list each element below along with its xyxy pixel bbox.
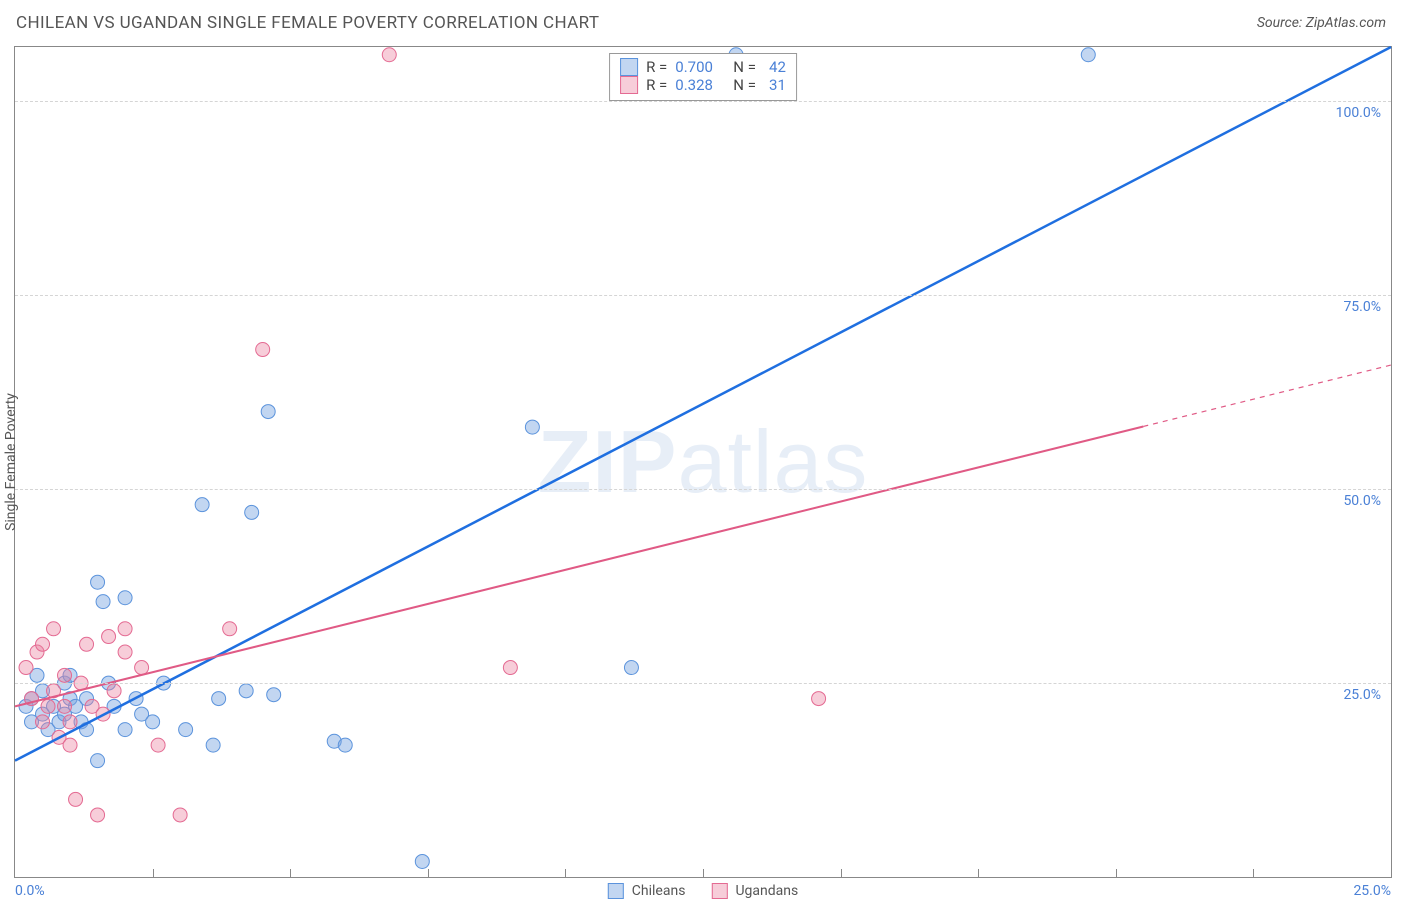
swatch-chileans-icon: [620, 58, 638, 76]
x-tick: [1253, 869, 1254, 877]
data-point-chileans: [415, 854, 429, 868]
y-tick-label: 100.0%: [1336, 105, 1381, 121]
data-point-chileans: [267, 688, 281, 702]
data-point-chileans: [624, 661, 638, 675]
x-tick: [1116, 869, 1117, 877]
data-point-ugandans: [256, 343, 270, 357]
gridline-h: [15, 101, 1391, 102]
data-point-ugandans: [223, 622, 237, 636]
data-point-ugandans: [69, 792, 83, 806]
data-point-ugandans: [47, 622, 61, 636]
data-point-chileans: [179, 723, 193, 737]
data-point-chileans: [261, 405, 275, 419]
regression-line-chileans: [15, 47, 1391, 761]
stats-row-chileans: R = 0.700 N = 42: [620, 58, 786, 76]
data-point-chileans: [245, 505, 259, 519]
data-point-ugandans: [63, 715, 77, 729]
y-tick-label: 75.0%: [1343, 299, 1381, 315]
stat-r-label: R =: [646, 58, 667, 76]
data-point-chileans: [96, 595, 110, 609]
data-point-ugandans: [118, 622, 132, 636]
stat-n-value: 31: [764, 76, 786, 94]
gridline-h: [15, 683, 1391, 684]
data-point-chileans: [338, 738, 352, 752]
data-point-ugandans: [36, 715, 50, 729]
data-point-ugandans: [151, 738, 165, 752]
data-point-ugandans: [107, 684, 121, 698]
data-point-chileans: [206, 738, 220, 752]
data-point-ugandans: [80, 637, 94, 651]
x-tick: [428, 869, 429, 877]
data-point-chileans: [91, 754, 105, 768]
data-point-ugandans: [91, 808, 105, 822]
y-tick-label: 25.0%: [1343, 687, 1381, 703]
data-point-ugandans: [19, 661, 33, 675]
stats-row-ugandans: R = 0.328 N = 31: [620, 76, 786, 94]
x-tick: [565, 869, 566, 877]
stat-n-label: N =: [733, 58, 756, 76]
stat-r-label: R =: [646, 76, 667, 94]
gridline-h: [15, 489, 1391, 490]
stat-r-value: 0.700: [675, 58, 725, 76]
data-point-chileans: [239, 684, 253, 698]
data-point-ugandans: [135, 661, 149, 675]
data-point-chileans: [118, 723, 132, 737]
legend-entry-ugandans: Ugandans: [711, 883, 798, 899]
data-point-ugandans: [41, 699, 55, 713]
legend-label: Ugandans: [735, 883, 798, 899]
data-point-chileans: [1081, 48, 1095, 62]
swatch-ugandans-icon: [620, 76, 638, 94]
data-point-chileans: [146, 715, 160, 729]
page-title: CHILEAN VS UGANDAN SINGLE FEMALE POVERTY…: [16, 13, 599, 33]
data-point-ugandans: [382, 48, 396, 62]
data-point-ugandans: [36, 637, 50, 651]
x-tick: [703, 869, 704, 877]
source-name: ZipAtlas.com: [1306, 15, 1386, 31]
x-tick: [841, 869, 842, 877]
x-tick: [978, 869, 979, 877]
x-tick: [290, 869, 291, 877]
data-point-ugandans: [118, 645, 132, 659]
x-tick: [1391, 869, 1392, 877]
data-point-ugandans: [58, 699, 72, 713]
stat-n-label: N =: [733, 76, 756, 94]
legend-label: Chileans: [632, 883, 686, 899]
gridline-h: [15, 295, 1391, 296]
y-tick-label: 50.0%: [1343, 493, 1381, 509]
data-point-chileans: [212, 692, 226, 706]
legend-entry-chileans: Chileans: [608, 883, 686, 899]
source-attribution: Source: ZipAtlas.com: [1257, 15, 1386, 31]
swatch-chileans-icon: [608, 883, 624, 899]
data-point-chileans: [195, 498, 209, 512]
data-point-chileans: [525, 420, 539, 434]
stat-r-value: 0.328: [675, 76, 725, 94]
data-point-ugandans: [63, 738, 77, 752]
x-tick-label: 25.0%: [1353, 883, 1391, 899]
source-prefix: Source:: [1257, 15, 1306, 31]
data-point-chileans: [118, 591, 132, 605]
swatch-ugandans-icon: [711, 883, 727, 899]
data-point-ugandans: [58, 668, 72, 682]
series-legend: Chileans Ugandans: [608, 883, 798, 899]
chart-area: Single Female Poverty ZIPatlas R = 0.700…: [14, 46, 1392, 878]
data-point-chileans: [91, 575, 105, 589]
data-point-ugandans: [812, 692, 826, 706]
regression-line-ugandans-extrapolated: [1143, 365, 1391, 426]
chart-svg: [15, 47, 1391, 877]
data-point-ugandans: [503, 661, 517, 675]
data-point-ugandans: [173, 808, 187, 822]
x-tick: [153, 869, 154, 877]
x-tick-label: 0.0%: [15, 883, 45, 899]
stat-n-value: 42: [764, 58, 786, 76]
data-point-ugandans: [102, 630, 116, 644]
correlation-stats-box: R = 0.700 N = 42 R = 0.328 N = 31: [609, 53, 797, 101]
